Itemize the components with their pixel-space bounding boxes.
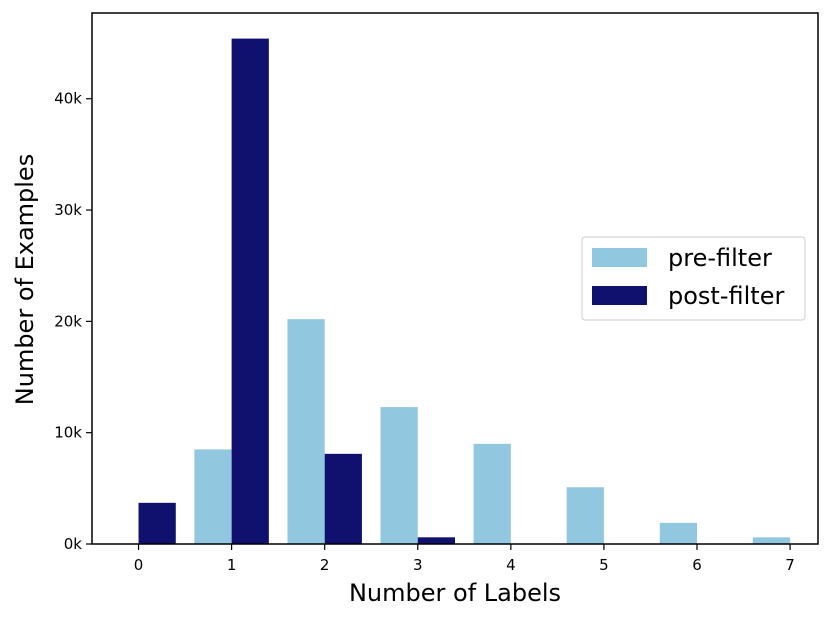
x-tick-label: 1	[227, 556, 237, 574]
bar-post-filter-0	[138, 502, 176, 544]
bar-post-filter-1	[231, 38, 269, 545]
bar-pre-filter-6	[659, 522, 697, 544]
x-axis-label: Number of Labels	[349, 579, 561, 607]
x-tick-label: 7	[785, 556, 795, 574]
bar-post-filter-2	[324, 453, 362, 544]
y-tick-label: 30k	[54, 201, 82, 219]
bar-pre-filter-4	[473, 443, 511, 544]
y-axis-label: Number of Examples	[11, 154, 39, 405]
bar-pre-filter-2	[287, 319, 325, 544]
x-tick-label: 2	[320, 556, 330, 574]
x-axis-ticks: 0 1 2 3 4 5 6 7	[134, 544, 795, 574]
y-tick-label: 10k	[54, 424, 82, 442]
bar-pre-filter-7	[752, 537, 791, 544]
bar-pre-filter-5	[566, 487, 604, 544]
plot-frame	[91, 12, 819, 545]
x-tick-label: 3	[413, 556, 423, 574]
x-tick-label: 0	[134, 556, 144, 574]
legend-swatch-post-filter	[592, 286, 647, 305]
bars-layer	[138, 38, 791, 545]
legend-label-pre-filter: pre-filter	[668, 244, 772, 272]
y-tick-label: 0k	[64, 535, 83, 553]
y-tick-label: 20k	[54, 312, 82, 330]
y-tick-label: 40k	[54, 90, 82, 108]
bar-post-filter-3	[417, 537, 455, 544]
legend-label-post-filter: post-filter	[668, 282, 784, 310]
legend: pre-filter post-filter	[581, 236, 806, 321]
bar-pre-filter-1	[194, 449, 232, 544]
x-tick-label: 6	[692, 556, 702, 574]
bar-pre-filter-3	[380, 407, 418, 544]
x-tick-label: 5	[599, 556, 609, 574]
x-tick-label: 4	[506, 556, 516, 574]
legend-swatch-pre-filter	[592, 248, 647, 267]
y-axis-ticks: 0k 10k 20k 30k 40k	[54, 90, 92, 553]
